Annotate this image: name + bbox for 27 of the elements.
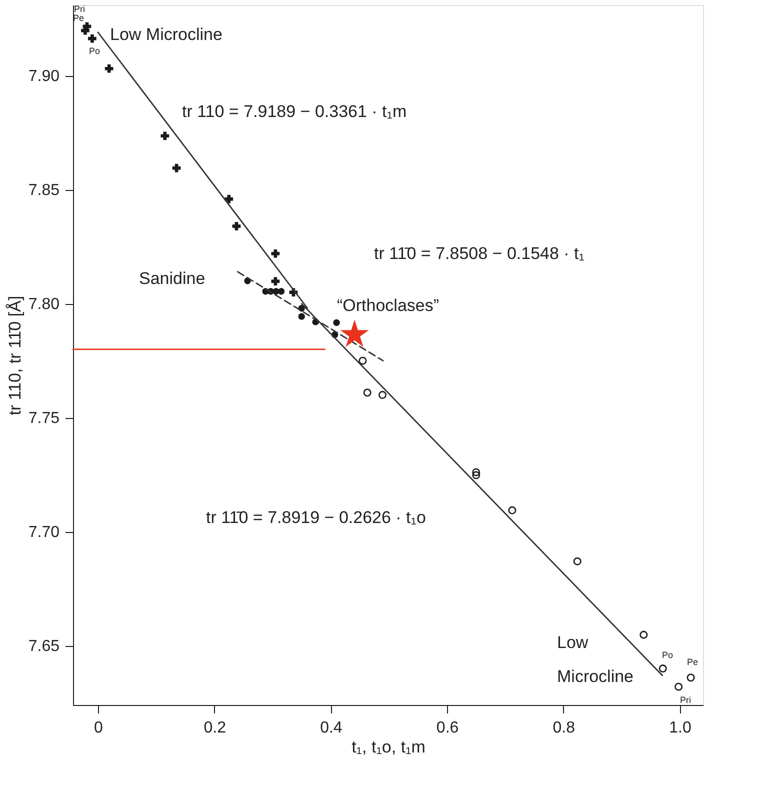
- x-axis-title: t₁, t₁o, t₁m: [352, 738, 426, 756]
- annotation: Low Microcline: [110, 25, 222, 44]
- y-tick-label: 7.85: [28, 182, 60, 200]
- x-tick-label: 0.8: [552, 720, 576, 736]
- annotation: Pri: [680, 695, 691, 705]
- x-tick-label: 1.0: [669, 720, 692, 736]
- annotation: tr 11̄0 = 7.8508 − 0.1548 · t₁: [374, 244, 585, 263]
- y-axis-title: tr 110, tr 11̄0 [Å]: [5, 296, 24, 416]
- annotation: tr 11̄0 = 7.8919 − 0.2626 · t₁o: [206, 508, 426, 527]
- annotation: Pe: [687, 657, 698, 667]
- y-tick-label: 7.70: [28, 524, 60, 542]
- y-tick-label: 7.90: [28, 68, 60, 86]
- x-tick-label: 0.4: [320, 720, 342, 736]
- annotation: Low: [557, 633, 589, 652]
- annotation: “Orthoclases”: [337, 296, 440, 315]
- x-tick-label: 0: [94, 720, 104, 736]
- y-tick-label: 7.75: [28, 410, 60, 428]
- annotation: Sanidine: [139, 269, 206, 288]
- y-tick-label: 7.80: [28, 296, 60, 314]
- annotation: Po: [89, 46, 100, 56]
- annotation: tr 110 = 7.9189 − 0.3361 · t₁m: [182, 102, 407, 121]
- annotation: Microcline: [557, 667, 634, 686]
- x-tick-label: 0.2: [204, 720, 226, 736]
- y-tick-label: 7.65: [28, 638, 60, 656]
- annotation: Po: [662, 650, 674, 660]
- annotation: Pri: [74, 4, 85, 14]
- x-tick-label: 0.6: [436, 720, 459, 736]
